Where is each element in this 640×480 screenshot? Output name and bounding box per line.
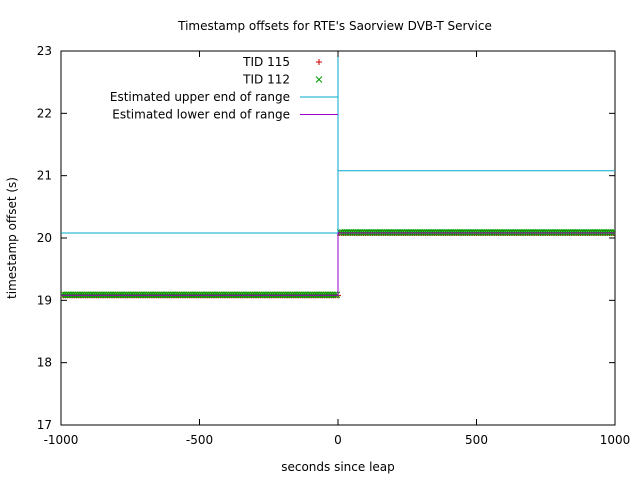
legend-entry: Estimated lower end of range [112,108,338,122]
legend-marker [315,76,323,83]
x-tick-label: -1000 [44,433,79,447]
axis-layer: -1000 -500 0 500 1000 17 18 19 20 21 22 23 [37,44,631,447]
series-2 [61,51,615,234]
x-tick-label: 0 [334,433,342,447]
x-tick-label: 500 [465,433,488,447]
series-3 [61,232,615,296]
y-tick-label: 21 [37,169,52,183]
data-point [331,291,339,299]
series-1 [61,229,615,299]
y-tick-label: 22 [37,106,52,120]
legend-marker [316,59,322,65]
y-tick-label: 17 [37,418,52,432]
series-line [61,51,615,234]
y-tick-label: 23 [37,44,52,58]
y-tick-label: 19 [37,293,52,307]
legend: TID 115 TID 112 Estimated upper end of ran… [110,55,338,122]
y-tick-label: 20 [37,231,52,245]
series-line [61,232,615,296]
data-point [333,291,341,299]
legend-entry: Estimated upper end of range [110,90,338,104]
series-0 [61,230,615,299]
legend-entry: TID 112 [242,73,323,87]
x-tick-label: -500 [186,433,213,447]
x-tick-label: 1000 [600,433,631,447]
y-tick-label: 18 [37,356,52,370]
legend-label: Estimated lower end of range [112,108,290,122]
x-axis-label: seconds since leap [281,460,395,474]
legend-label: TID 115 [242,55,290,69]
series-layer [61,51,615,299]
legend-label: Estimated upper end of range [110,90,290,104]
chart-title: Timestamp offsets for RTE's Saorview DVB… [177,19,492,33]
data-point [609,229,615,236]
data-point [611,229,615,236]
legend-entry: TID 115 [242,55,322,69]
legend-label: TID 112 [242,73,290,87]
y-axis-label: timestamp offset (s) [5,177,19,299]
